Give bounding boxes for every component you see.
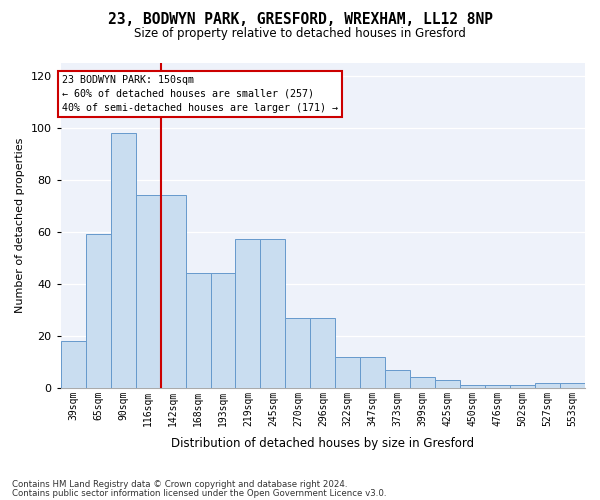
Bar [310, 318, 335, 388]
Bar [136, 195, 161, 388]
Bar [61, 341, 86, 388]
Bar [435, 380, 460, 388]
Bar [335, 356, 361, 388]
Y-axis label: Number of detached properties: Number of detached properties [15, 138, 25, 313]
Bar [86, 234, 110, 388]
Bar [361, 356, 385, 388]
Bar [260, 240, 286, 388]
Text: Contains public sector information licensed under the Open Government Licence v3: Contains public sector information licen… [12, 488, 386, 498]
Text: 23 BODWYN PARK: 150sqm
← 60% of detached houses are smaller (257)
40% of semi-de: 23 BODWYN PARK: 150sqm ← 60% of detached… [62, 74, 338, 112]
Bar [211, 274, 235, 388]
Bar [410, 378, 435, 388]
Text: Contains HM Land Registry data © Crown copyright and database right 2024.: Contains HM Land Registry data © Crown c… [12, 480, 347, 489]
Bar [560, 382, 585, 388]
Text: Size of property relative to detached houses in Gresford: Size of property relative to detached ho… [134, 28, 466, 40]
Bar [460, 386, 485, 388]
Bar [535, 382, 560, 388]
Bar [485, 386, 510, 388]
Bar [161, 195, 185, 388]
Text: 23, BODWYN PARK, GRESFORD, WREXHAM, LL12 8NP: 23, BODWYN PARK, GRESFORD, WREXHAM, LL12… [107, 12, 493, 28]
Bar [286, 318, 310, 388]
X-axis label: Distribution of detached houses by size in Gresford: Distribution of detached houses by size … [171, 437, 475, 450]
Bar [185, 274, 211, 388]
Bar [110, 133, 136, 388]
Bar [510, 386, 535, 388]
Bar [235, 240, 260, 388]
Bar [385, 370, 410, 388]
